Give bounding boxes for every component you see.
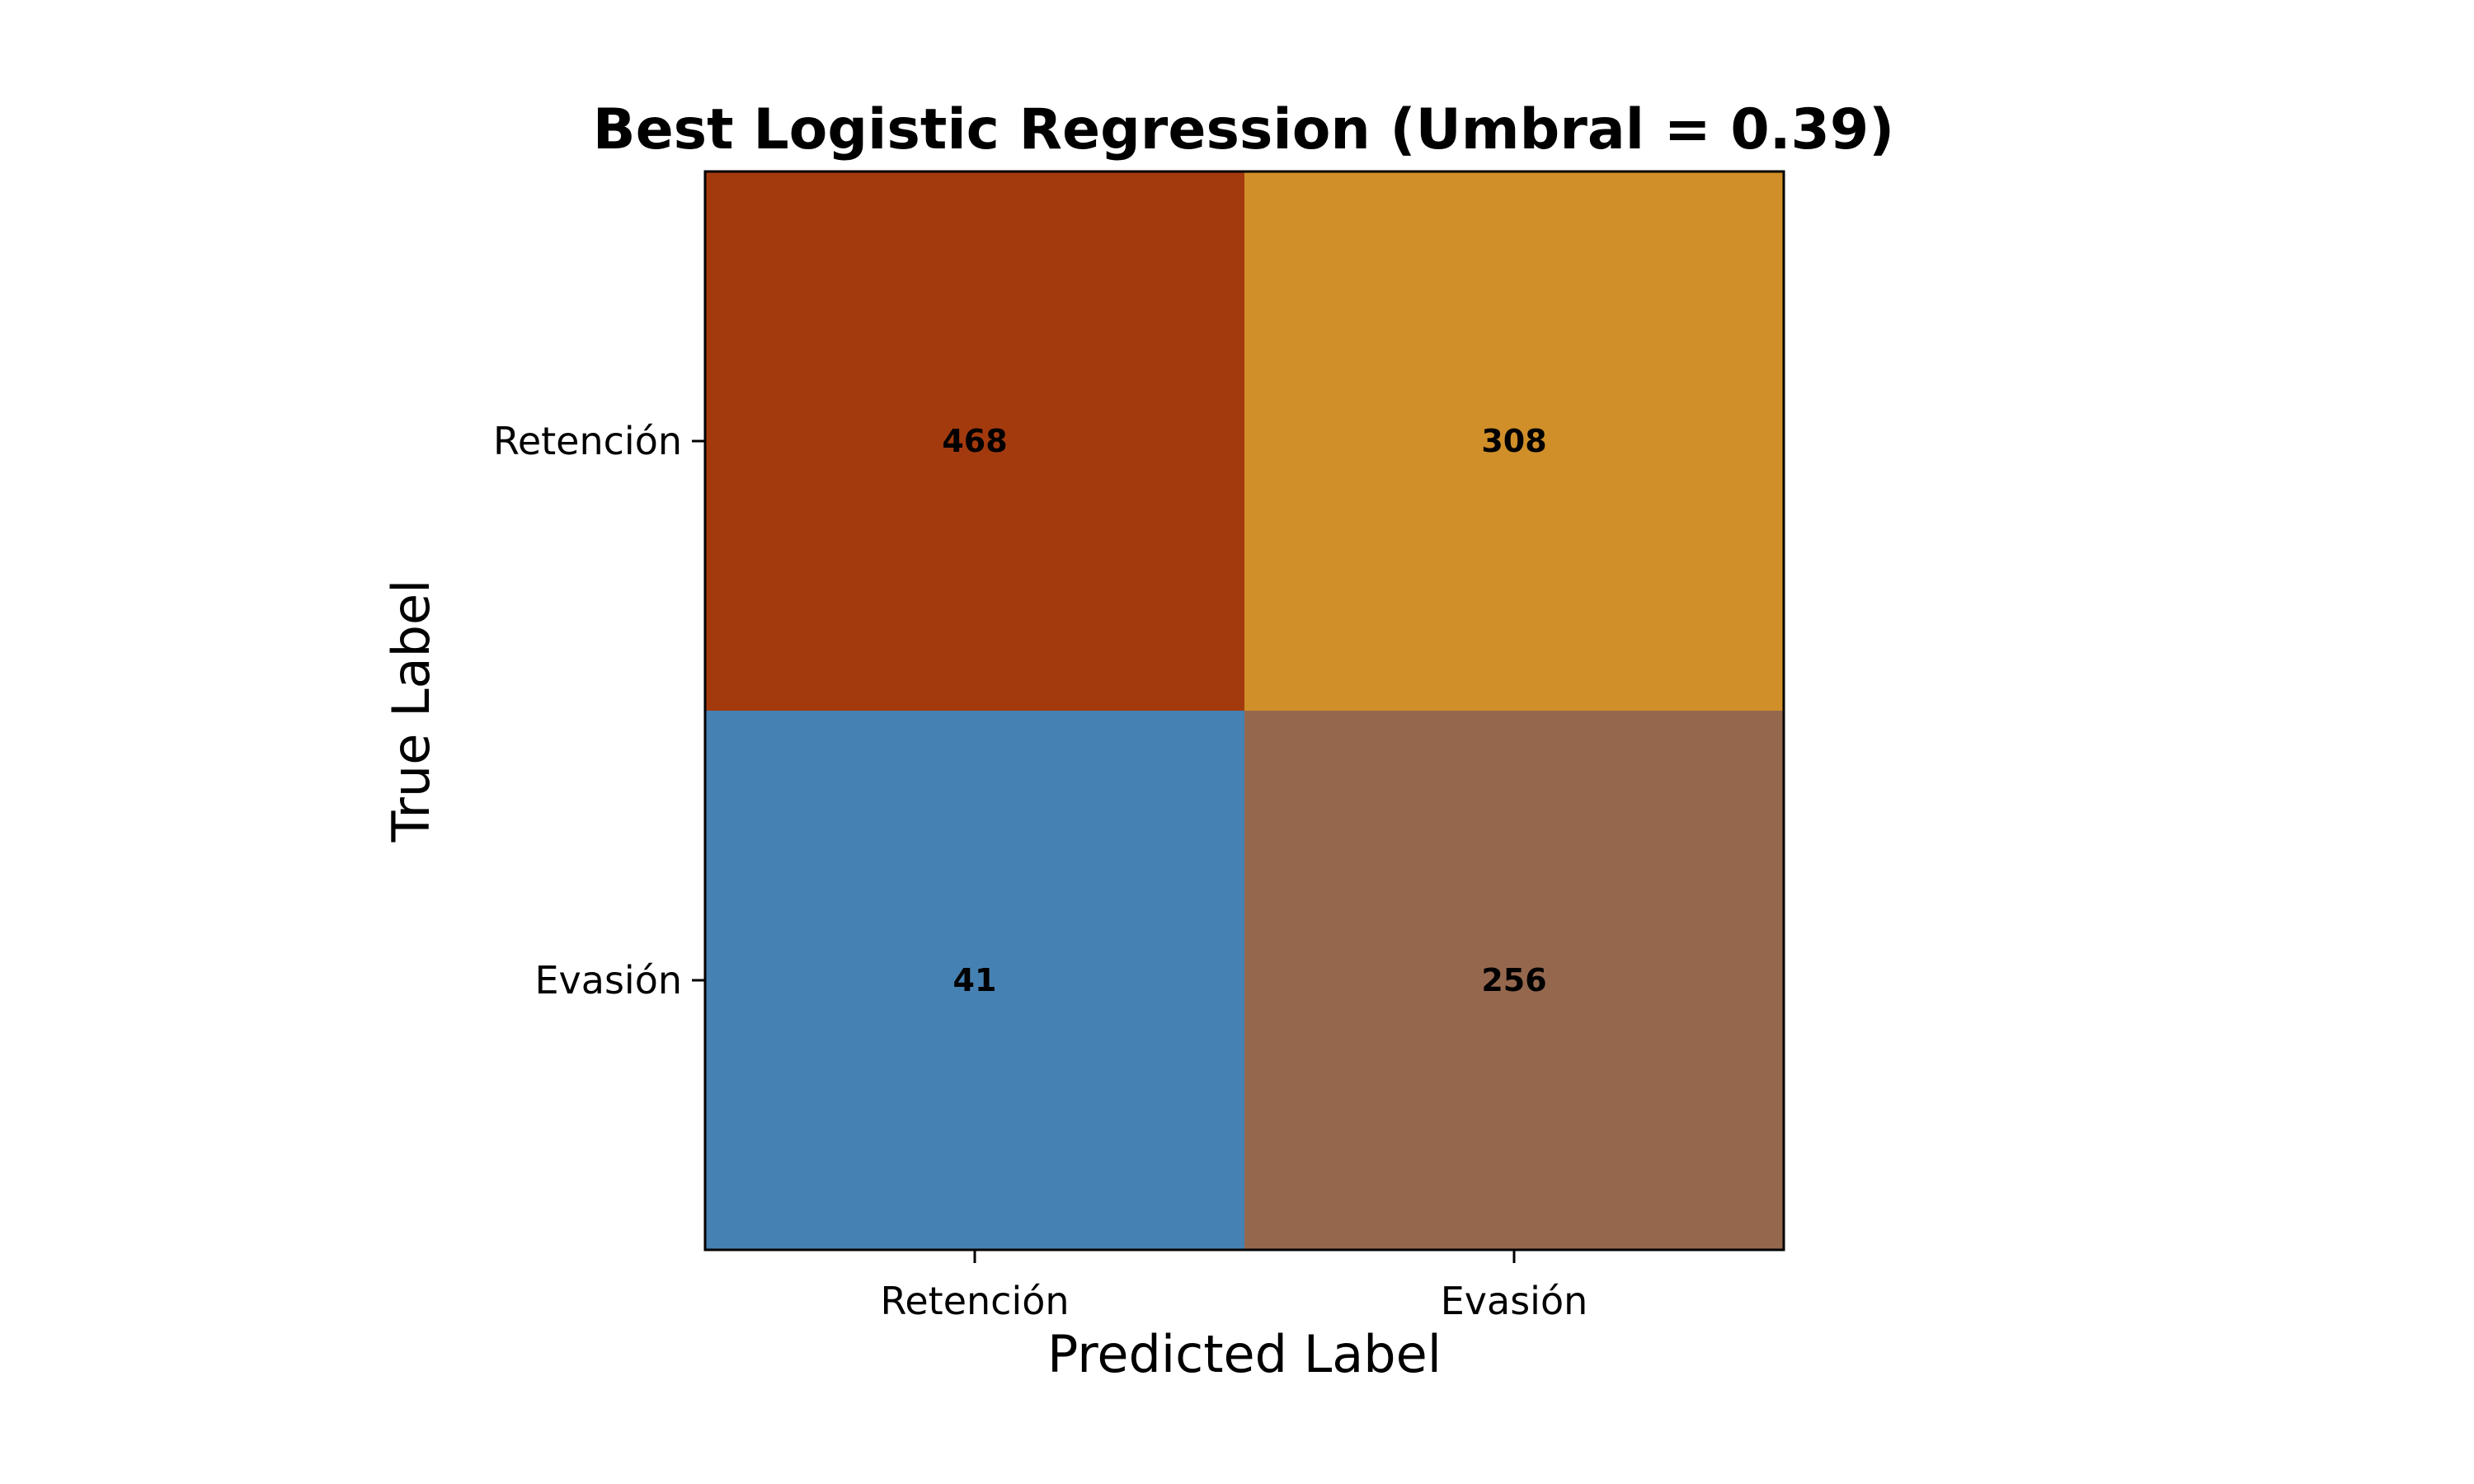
cell-value-labels: 468 308 41 256 — [942, 423, 1546, 998]
cell-value-retencion-retencion: 468 — [942, 423, 1007, 459]
x-tick-label-evasion: Evasión — [1441, 1279, 1588, 1323]
y-axis-ticks: Retención Evasión — [493, 419, 705, 1003]
y-axis-title: True Label — [381, 580, 441, 843]
heatmap-cell-retencion-evasion — [1244, 171, 1784, 711]
cell-value-retencion-evasion: 308 — [1481, 423, 1546, 459]
heatmap-cell-evasion-retencion — [705, 711, 1244, 1250]
x-tick-label-retencion: Retención — [880, 1279, 1069, 1323]
heatmap-cells — [705, 171, 1784, 1250]
x-axis-title: Predicted Label — [1047, 1324, 1442, 1384]
chart-title: Best Logistic Regression (Umbral = 0.39) — [593, 97, 1895, 162]
plot-frame — [703, 170, 1785, 1252]
heatmap-cell-retencion-retencion — [705, 171, 1244, 711]
y-tick-label-retencion: Retención — [493, 419, 682, 463]
heatmap-cell-evasion-evasion — [1244, 711, 1784, 1250]
cell-value-evasion-retencion: 41 — [953, 962, 997, 998]
x-axis-ticks: Retención Evasión — [880, 1250, 1587, 1323]
cell-value-evasion-evasion: 256 — [1481, 962, 1546, 998]
y-tick-label-evasion: Evasión — [534, 958, 682, 1003]
